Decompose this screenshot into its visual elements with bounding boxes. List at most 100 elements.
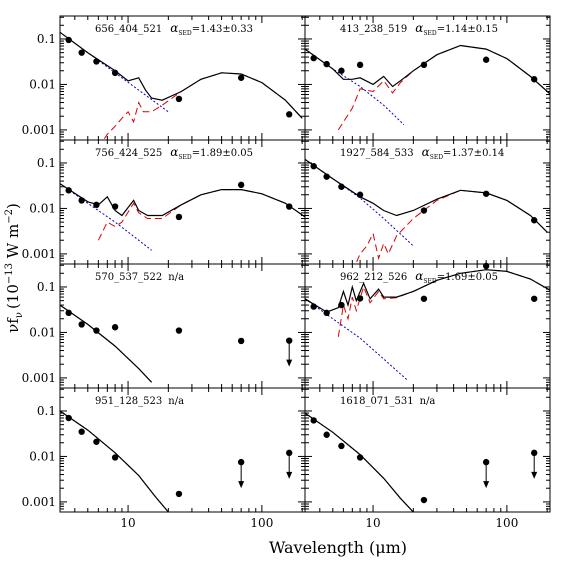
upper-limit-arrowhead: [531, 471, 538, 479]
data-point: [65, 414, 72, 422]
dust-model-line: [337, 44, 550, 131]
y-tick-label: 0.001: [22, 123, 56, 137]
x-tick-label: 100: [495, 516, 518, 530]
photosphere-line: [305, 48, 405, 126]
data-point: [93, 327, 100, 334]
y-tick-label: 0.1: [37, 404, 56, 418]
sed-panel-1: 413_238_519 αSED=1.14±0.15: [304, 15, 551, 141]
data-point: [285, 111, 293, 118]
data-point: [338, 67, 345, 74]
panel-frame: [304, 387, 551, 513]
upper-limit-point: [237, 458, 245, 466]
upper-limit-arrowhead: [286, 471, 293, 479]
y-tick-label: 0.1: [37, 280, 56, 294]
upper-limit-arrowhead: [483, 481, 490, 489]
dust-model-line: [103, 72, 303, 140]
data-point: [78, 321, 85, 328]
total-model-line: [60, 31, 303, 119]
data-point: [482, 56, 490, 63]
data-point: [530, 217, 538, 224]
data-point: [530, 295, 538, 302]
dust-model-line: [337, 269, 550, 337]
model-curves: [305, 412, 414, 512]
data-point: [323, 431, 330, 438]
x-tick-label: 100: [250, 516, 273, 530]
x-tick-label: 10: [120, 516, 135, 530]
data-point: [420, 496, 428, 504]
data-point: [323, 173, 330, 180]
data-point: [356, 454, 364, 461]
panel-label: 756_424_525 αSED=1.89±0.05: [95, 145, 253, 161]
panel-label: 951_128_523 n/a: [95, 396, 184, 407]
y-tick-label: 0.001: [22, 247, 56, 261]
panel-label: 1927_584_533 αSED=1.37±0.14: [340, 145, 504, 161]
total-model-line: [305, 269, 550, 313]
x-tick-label: 10: [365, 516, 380, 530]
data-point: [175, 490, 183, 498]
photosphere-line: [305, 412, 414, 512]
sed-panel-6: 0.1 0.01 0.001 10 100 951_128_523 n/a: [22, 387, 306, 530]
total-model-line: [305, 412, 414, 512]
data-point: [310, 303, 317, 310]
data-point: [356, 61, 364, 69]
data-point: [338, 183, 345, 190]
upper-limit-arrowhead: [286, 359, 293, 367]
model-curves: [60, 304, 153, 383]
upper-limit-point: [482, 458, 490, 466]
data-point: [78, 49, 85, 56]
panel-label: 962_212_526 αSED=1.69±0.05: [340, 269, 498, 285]
photosphere-line: [305, 298, 408, 381]
upper-limit-arrowhead: [238, 481, 245, 489]
total-model-line: [60, 183, 305, 218]
sed-panel-7: 10 100 1618_071_531 n/a: [304, 387, 551, 530]
data-point: [93, 58, 100, 65]
data-point: [78, 197, 85, 204]
panel-label: 413_238_519 αSED=1.14±0.15: [340, 21, 498, 37]
model-curves: [305, 269, 550, 381]
data-point: [237, 74, 245, 81]
x-axis-label: Wavelength (μm): [269, 538, 407, 557]
model-curves: [60, 410, 169, 512]
data-point: [237, 181, 245, 189]
data-point: [65, 309, 72, 317]
data-point: [111, 324, 119, 331]
dust-model-line: [355, 189, 548, 264]
data-point: [420, 295, 428, 302]
data-point: [111, 203, 119, 210]
data-point: [78, 428, 85, 435]
y-tick-label: 0.1: [37, 32, 56, 46]
data-point: [65, 36, 72, 44]
data-point: [175, 95, 183, 103]
panel-grid: 0.1 0.01 0.001 656_404_521 αSED=1.43±0.33 413…: [22, 15, 551, 530]
y-axis-label: νfν(10−13 W m−2): [4, 203, 25, 333]
data-point: [323, 60, 330, 68]
data-point: [323, 309, 330, 317]
y-tick-label: 0.1: [37, 156, 56, 170]
data-point: [310, 162, 317, 170]
photosphere-line: [60, 410, 169, 512]
photosphere-line: [305, 158, 414, 247]
y-tick-label: 0.01: [29, 449, 56, 463]
data-point: [175, 213, 183, 221]
y-tick-label: 0.01: [29, 77, 56, 91]
photosphere-line: [60, 304, 152, 383]
sed-panel-0: 0.1 0.01 0.001 656_404_521 αSED=1.43±0.33: [22, 15, 306, 141]
data-point: [111, 454, 119, 461]
data-point: [420, 61, 428, 69]
upper-limit-point: [285, 449, 293, 457]
model-curves: [305, 44, 550, 131]
data-point: [310, 54, 317, 62]
model-curves: [60, 31, 303, 140]
svg-text:νfν(10−13 W m−2): νfν(10−13 W m−2): [4, 203, 25, 333]
total-model-line: [60, 410, 169, 512]
data-point: [356, 191, 364, 198]
model-curves: [60, 183, 305, 251]
sed-panel-3: 1927_584_533 αSED=1.37±0.14: [304, 139, 551, 265]
sed-panel-2: 0.1 0.01 0.001 756_424_525 αSED=1.89±0.05: [22, 139, 306, 265]
upper-limit-point: [285, 337, 293, 344]
data-point: [482, 190, 490, 197]
panel-label: 570_537_522 n/a: [95, 272, 184, 283]
data-point: [175, 327, 183, 334]
data-point: [530, 76, 538, 83]
